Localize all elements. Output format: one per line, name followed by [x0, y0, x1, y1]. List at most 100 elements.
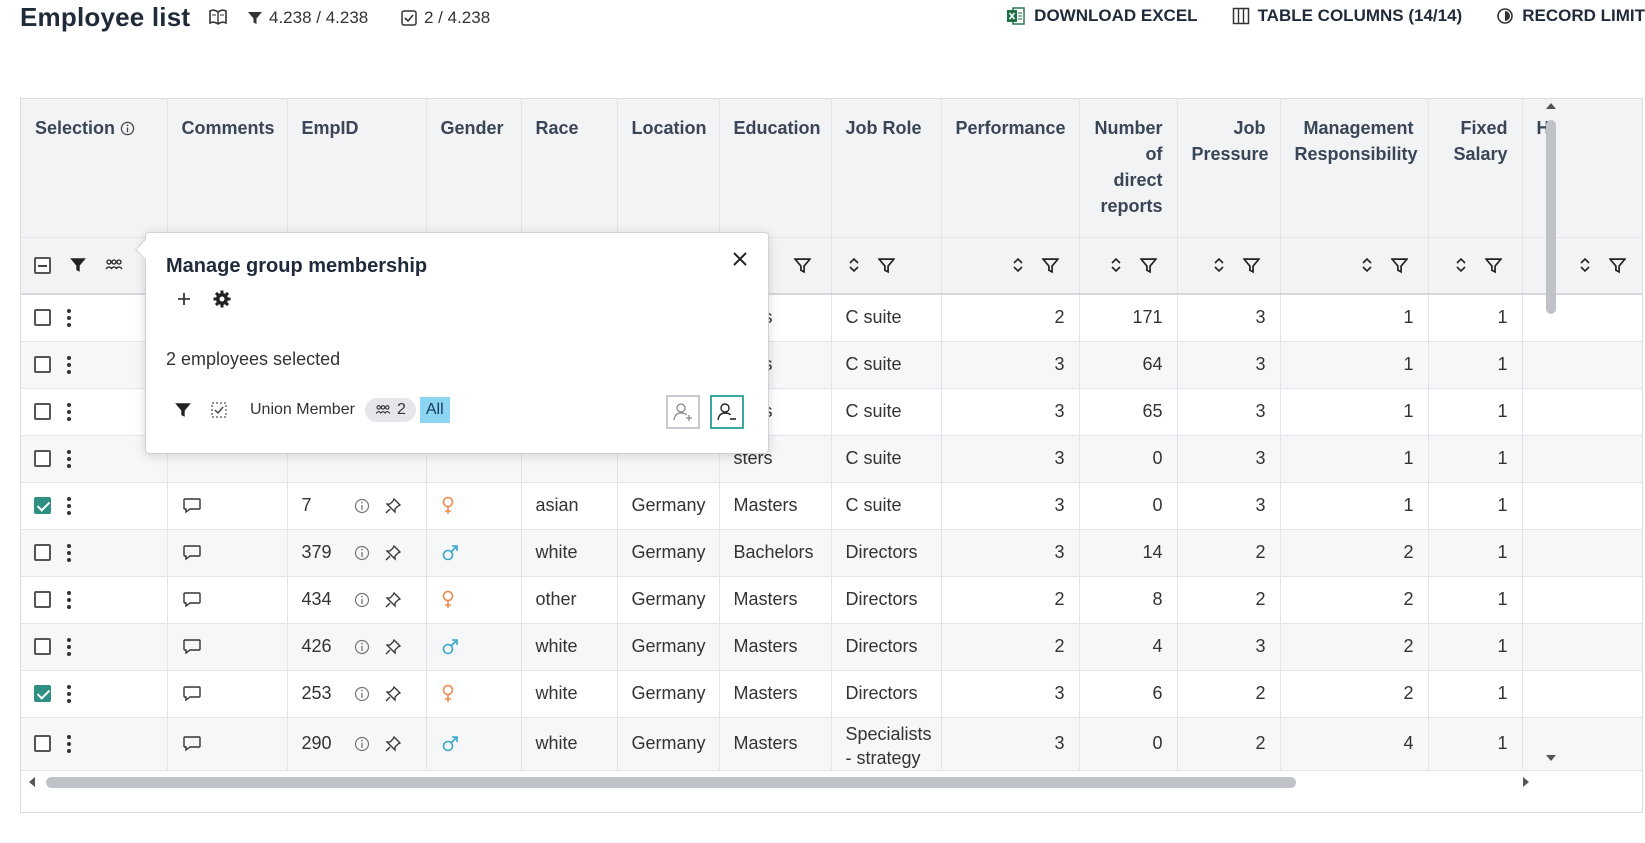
all-chip[interactable]: All	[419, 397, 450, 423]
column-header-selection[interactable]: Selection	[21, 99, 168, 237]
info-icon[interactable]	[354, 592, 370, 608]
select-all-checkbox[interactable]	[34, 256, 51, 274]
info-icon[interactable]	[354, 736, 370, 752]
sort-icon[interactable]	[1012, 256, 1024, 274]
book-open-icon[interactable]	[208, 8, 228, 26]
column-header-comments[interactable]: Comments	[167, 99, 288, 237]
filter-icon[interactable]	[1484, 257, 1502, 274]
row-checkbox[interactable]	[34, 591, 51, 608]
info-icon[interactable]	[354, 545, 370, 561]
filter-icon[interactable]	[1041, 257, 1059, 274]
scroll-left-icon[interactable]	[28, 776, 36, 788]
row-checkbox[interactable]	[34, 544, 51, 561]
row-checkbox[interactable]	[34, 735, 51, 752]
table-row[interactable]: sters C suite 3 0 3 1 1	[21, 435, 1642, 483]
filter-icon[interactable]	[1390, 257, 1408, 274]
scroll-right-icon[interactable]	[1522, 776, 1530, 788]
table-row[interactable]: 434 other Germany Masters Directors 2 8 2 2 1	[21, 576, 1642, 624]
table-row[interactable]: 290 white Germany Masters Specialists - stra…	[21, 717, 1642, 771]
sort-icon[interactable]	[1213, 256, 1225, 274]
pin-icon[interactable]	[384, 591, 402, 609]
row-checkbox[interactable]	[34, 638, 51, 655]
column-header-empid[interactable]: EmpID	[287, 99, 427, 237]
info-icon[interactable]	[120, 121, 135, 136]
row-checkbox[interactable]	[34, 403, 51, 420]
horizontal-scroll-thumb[interactable]	[46, 777, 1296, 788]
row-checkbox[interactable]	[34, 309, 51, 327]
filter-icon[interactable]	[69, 256, 87, 274]
table-columns-button[interactable]: TABLE COLUMNS (14/14)	[1232, 6, 1462, 26]
filter-icon[interactable]	[1139, 257, 1157, 274]
row-menu-icon[interactable]	[67, 355, 71, 374]
sort-icon[interactable]	[1110, 256, 1122, 274]
table-row[interactable]: 426 white Germany Masters Directors 2 4 3 2 1	[21, 623, 1642, 671]
column-header-location[interactable]: Location	[617, 99, 720, 237]
comment-icon[interactable]	[182, 497, 287, 515]
comment-icon[interactable]	[182, 638, 287, 656]
dashed-checkbox-icon[interactable]	[210, 401, 228, 419]
management-responsibility-cell: 1	[1280, 294, 1429, 342]
comment-icon[interactable]	[182, 735, 287, 753]
row-menu-icon[interactable]	[67, 543, 71, 562]
row-menu-icon[interactable]	[67, 590, 71, 609]
row-menu-icon[interactable]	[67, 637, 71, 656]
pin-icon[interactable]	[384, 638, 402, 656]
pin-icon[interactable]	[384, 685, 402, 703]
column-header-race[interactable]: Race	[521, 99, 618, 237]
pin-icon[interactable]	[384, 497, 402, 515]
column-header-direct-reports[interactable]: Number of direct reports	[1079, 99, 1178, 237]
info-icon[interactable]	[354, 498, 370, 514]
row-checkbox[interactable]	[34, 685, 51, 702]
comment-icon[interactable]	[182, 685, 287, 703]
filter-icon[interactable]	[793, 257, 811, 274]
row-menu-icon[interactable]	[67, 308, 71, 327]
table-row[interactable]: 379 white Germany Bachelors Directors 3 14 2 2 1	[21, 529, 1642, 577]
group-icon[interactable]	[105, 258, 123, 272]
row-menu-icon[interactable]	[67, 402, 71, 421]
close-icon[interactable]	[730, 249, 750, 269]
download-excel-button[interactable]: DOWNLOAD EXCEL	[1006, 6, 1198, 26]
scroll-up-icon[interactable]	[1545, 102, 1557, 110]
filter-icon[interactable]	[1608, 257, 1626, 274]
row-checkbox[interactable]	[34, 497, 51, 514]
row-menu-icon[interactable]	[67, 734, 71, 753]
sort-icon[interactable]	[1361, 256, 1373, 274]
vertical-scroll-thumb[interactable]	[1546, 120, 1556, 314]
add-user-button[interactable]	[666, 395, 700, 429]
filter-icon[interactable]	[877, 257, 895, 274]
pin-icon[interactable]	[384, 544, 402, 562]
race-cell: white	[521, 717, 618, 771]
sort-icon[interactable]	[1579, 256, 1591, 274]
row-menu-icon[interactable]	[67, 496, 71, 515]
column-header-management-responsibility[interactable]: Management Responsibility	[1280, 99, 1429, 237]
column-header-performance[interactable]: Performance	[941, 99, 1080, 237]
scroll-down-icon[interactable]	[1545, 754, 1557, 762]
vertical-scrollbar[interactable]	[1543, 98, 1559, 770]
table-row[interactable]: 253 white Germany Masters Directors 3 6 2 2 1	[21, 670, 1642, 718]
filter-icon[interactable]	[1242, 257, 1260, 274]
comment-icon[interactable]	[182, 544, 287, 562]
column-header-education[interactable]: Education	[719, 99, 832, 237]
column-header-fixed-salary[interactable]: Fixed Salary	[1428, 99, 1523, 237]
comment-icon[interactable]	[182, 591, 287, 609]
row-menu-icon[interactable]	[67, 449, 71, 468]
column-header-gender[interactable]: Gender	[426, 99, 522, 237]
column-header-job-pressure[interactable]: Job Pressure	[1177, 99, 1281, 237]
gear-icon[interactable]	[212, 289, 232, 309]
pin-icon[interactable]	[384, 735, 402, 753]
plus-icon[interactable]	[176, 291, 192, 307]
row-menu-icon[interactable]	[67, 684, 71, 703]
remove-user-button[interactable]	[710, 395, 744, 429]
horizontal-scrollbar[interactable]	[20, 772, 1540, 792]
sort-icon[interactable]	[1455, 256, 1467, 274]
sort-icon[interactable]	[848, 256, 860, 274]
row-checkbox[interactable]	[34, 450, 51, 467]
column-header-next[interactable]: H	[1522, 99, 1642, 237]
row-checkbox[interactable]	[34, 356, 51, 373]
filter-icon[interactable]	[174, 401, 192, 419]
info-icon[interactable]	[354, 639, 370, 655]
info-icon[interactable]	[354, 686, 370, 702]
record-limit-button[interactable]: RECORD LIMIT	[1496, 6, 1645, 26]
table-row[interactable]: 7 asian Germany Masters C suite 3 0 3 1 1	[21, 482, 1642, 530]
column-header-job-role[interactable]: Job Role	[831, 99, 942, 237]
